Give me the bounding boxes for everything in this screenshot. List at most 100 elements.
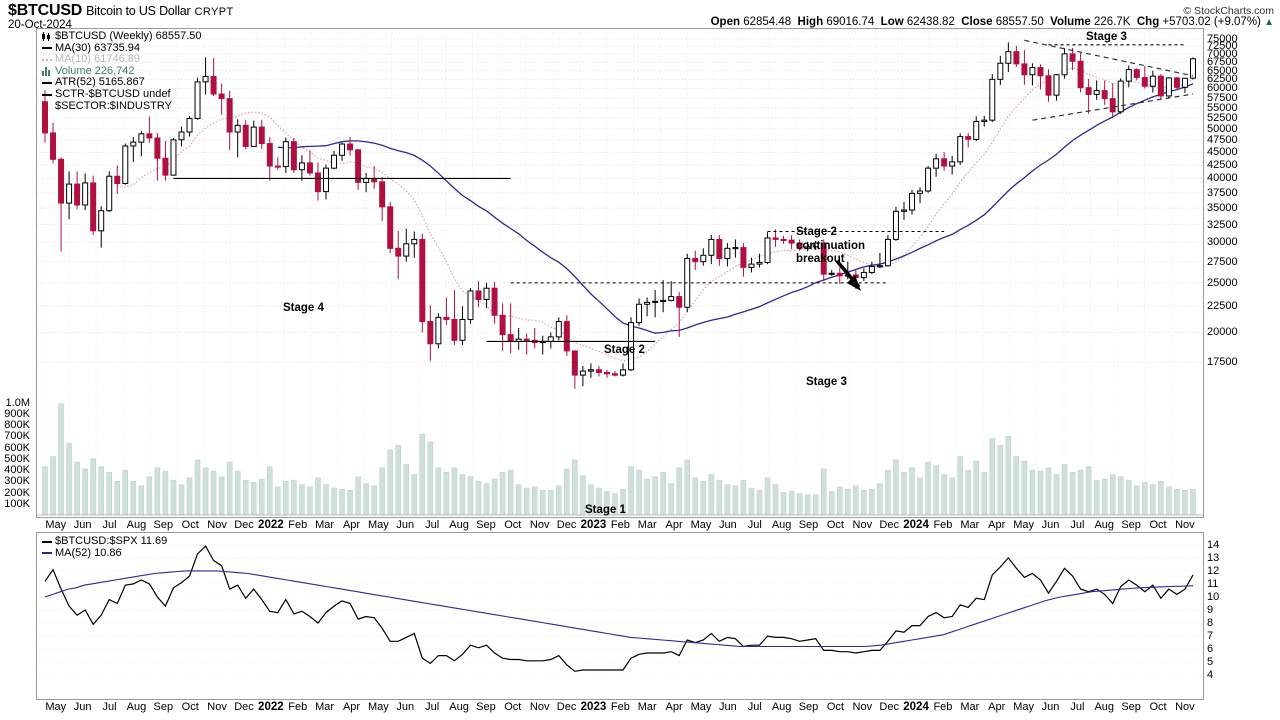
x-axis-month-label: Nov (529, 519, 550, 531)
volume-bars (42, 403, 1196, 516)
legend-row[interactable]: MA(10) 61746.89 (42, 54, 202, 66)
legend-label: SCTR-$BTCUSD undef (55, 87, 171, 100)
price-axis-tick: 60000 (1207, 82, 1238, 95)
x-axis-month-label: Dec (879, 701, 899, 713)
x-axis-month-label: Sep (153, 519, 174, 531)
x-axis-month-label: Sep (798, 519, 819, 531)
x-axis-month-label: Mar (960, 519, 980, 531)
price-axis-tick: 42500 (1207, 158, 1238, 171)
x-axis-month-label: Dec (234, 519, 254, 531)
candlestick-icon (42, 32, 52, 42)
ratio-axis-tick: 12 (1207, 564, 1220, 577)
price-axis-tick: 40000 (1207, 172, 1238, 185)
legend-row[interactable]: $BTCUSD (Weekly) 68557.50 (42, 30, 202, 43)
legend-label: $BTCUSD (Weekly) 68557.50 (55, 30, 202, 42)
price-gridlines (37, 29, 1203, 517)
volume-axis-tick: 100K (4, 497, 30, 510)
x-axis-month-label: Nov (1175, 701, 1195, 713)
price-axis-tick: 55000 (1207, 101, 1238, 114)
security-name: Bitcoin to US Dollar (86, 4, 191, 18)
x-axis-month-label: Aug (449, 519, 469, 531)
x-axis-month-label: Oct (1149, 701, 1167, 713)
x-axis-month-label: Mar (315, 701, 335, 713)
volume-axis-tick: 800K (4, 419, 30, 432)
x-axis-month-label: Jul (747, 519, 762, 531)
legend-label: Volume 226,742 (55, 64, 135, 77)
ratio-axis-tick: 7 (1207, 630, 1214, 643)
x-axis-month-label: Aug (1094, 519, 1115, 531)
x-axis-month-label: Aug (771, 701, 792, 713)
legend-row[interactable]: $BTCUSD:$SPX 11.69 (42, 535, 167, 548)
ratio-ma52-line (44, 570, 1194, 648)
solid-line-icon (42, 47, 52, 50)
close-label: Close (961, 16, 993, 28)
x-axis-month-label: May (45, 519, 67, 531)
x-axis-month-label: Sep (798, 701, 819, 713)
price-axis-tick: 47500 (1207, 134, 1238, 147)
x-axis-month-label: Feb (933, 519, 953, 531)
legend-row[interactable]: MA(52) 10.86 (42, 547, 167, 560)
x-axis-month-label: Feb (610, 701, 630, 713)
price-axis-tick: 32500 (1207, 218, 1238, 231)
price-axis-tick: 30000 (1207, 236, 1238, 249)
low-label: Low (880, 16, 904, 28)
chg-value: +5703.02 (+9.07%) (1162, 16, 1261, 28)
legend-row[interactable]: SCTR-$BTCUSD undef (42, 87, 202, 101)
x-axis-month-label: Sep (1121, 519, 1141, 531)
symbol-label: $BTCUSD (8, 2, 83, 19)
x-axis-month-label: Apr (988, 519, 1006, 531)
price-axis-tick: 22500 (1207, 300, 1238, 313)
x-axis-month-label: Oct (504, 519, 522, 531)
open-label: Open (710, 16, 740, 28)
price-chart-panel[interactable] (36, 28, 1204, 518)
price-axis-tick: 50000 (1207, 122, 1238, 135)
legend-row[interactable]: ATR(52) 5165.867 (42, 77, 202, 89)
x-axis-year-label: 2024 (903, 519, 929, 531)
ratio-plot-area (37, 544, 1203, 676)
x-axis-month-label: Jun (396, 519, 415, 531)
x-axis-month-label: Nov (852, 701, 873, 713)
x-axis-month-label: Jun (719, 519, 737, 531)
x-axis-month-label: Jul (747, 701, 762, 713)
x-axis-month-label: May (368, 519, 389, 531)
x-axis-month-label: Oct (826, 701, 844, 713)
x-axis-month-label: Jul (425, 519, 440, 531)
ratio-chart-panel[interactable] (36, 532, 1204, 700)
ratio-axis-tick: 13 (1207, 551, 1220, 564)
x-axis-month-label: Feb (610, 519, 630, 531)
ohlc-quote-bar: Open 62854.48 High 69016.74 Low 62438.82… (711, 16, 1274, 28)
x-axis-month-label: Dec (234, 701, 254, 713)
x-axis-month-label: Aug (449, 701, 469, 713)
x-axis-month-label: Apr (988, 701, 1006, 713)
x-axis-month-label: Oct (181, 701, 199, 713)
exchange-label: CRYPT (194, 6, 234, 18)
x-axis-month-label: Jun (1041, 701, 1060, 713)
volume-label: Volume (1050, 16, 1091, 28)
x-axis-month-label: Jul (102, 701, 117, 713)
x-axis-month-label: Sep (1121, 701, 1141, 713)
x-axis-year-label: 2023 (580, 519, 607, 531)
x-axis-month-label: Dec (556, 519, 577, 531)
low-value: 62438.82 (906, 16, 955, 28)
legend-row[interactable]: $SECTOR:$INDUSTRY (42, 100, 202, 113)
x-axis-month-label: Jun (396, 701, 415, 713)
x-axis-month-label: Apr (342, 519, 361, 531)
legend-label: MA(10) 61746.89 (55, 53, 140, 66)
x-axis-month-label: Apr (665, 701, 683, 713)
legend-label: ATR(52) 5165.867 (55, 76, 145, 89)
solid-line-icon (42, 540, 52, 543)
x-axis-month-label: May (45, 701, 67, 713)
x-axis-month-label: Dec (879, 519, 899, 531)
volume-axis-tick: 200K (4, 486, 30, 499)
ratio-axis-tick: 14 (1207, 538, 1220, 551)
x-axis-month-label: Feb (933, 701, 953, 713)
legend-row[interactable]: MA(30) 63735.94 (42, 42, 202, 55)
x-axis-month-label: Jul (1070, 519, 1085, 531)
solid-line-icon (42, 82, 52, 85)
ratio-axis-tick: 10 (1207, 590, 1220, 603)
x-axis-month-label: Aug (126, 701, 147, 713)
ratio-axis-tick: 6 (1207, 643, 1214, 656)
x-axis-month-label: May (690, 519, 712, 531)
x-axis-month-label: Mar (960, 701, 980, 713)
legend-row[interactable]: Volume 226,742 (42, 64, 202, 78)
